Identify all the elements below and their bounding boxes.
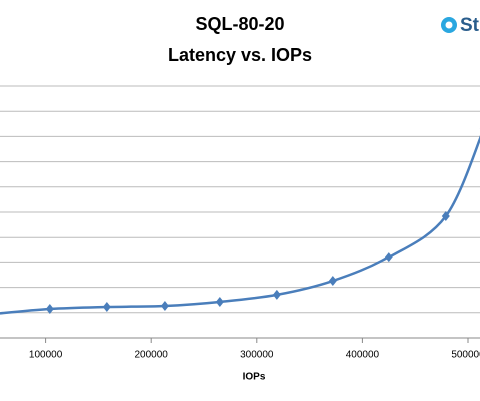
marker	[272, 289, 281, 300]
marker	[384, 252, 393, 263]
chart-title: SQL-80-20	[195, 14, 284, 34]
line	[0, 135, 480, 315]
marker	[328, 276, 337, 287]
marker	[215, 296, 224, 307]
marker	[102, 302, 111, 313]
x-tick-label: 200000	[135, 350, 169, 361]
logo-icon-inner	[445, 21, 453, 29]
logo: St	[460, 15, 480, 36]
chart-subtitle: Latency vs. IOPs	[168, 45, 312, 65]
x-axis-label: IOPs	[243, 372, 266, 383]
x-tick-label: 500000	[451, 350, 480, 361]
x-tick-label: 100000	[29, 350, 63, 361]
marker	[45, 304, 54, 315]
marker	[441, 211, 450, 222]
x-tick-label: 400000	[346, 350, 380, 361]
x-tick-label: 300000	[240, 350, 274, 361]
marker	[160, 300, 169, 311]
